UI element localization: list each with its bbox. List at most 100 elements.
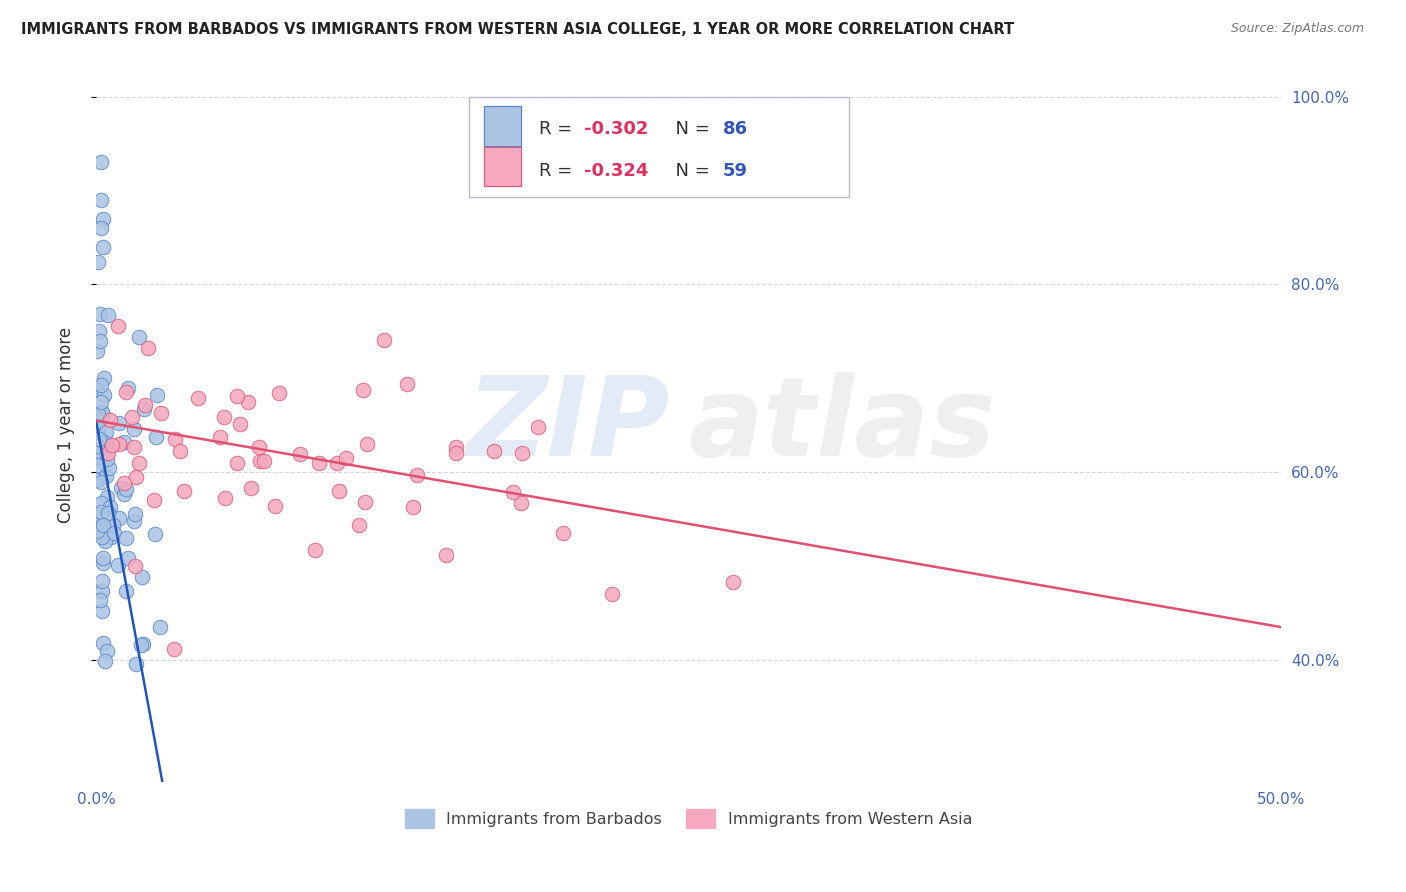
Text: 59: 59 [723,161,748,179]
Point [264,499,287,513]
Point [93,388,115,402]
Point [90,584,112,599]
Point [124,559,146,574]
Point [149,620,172,634]
Point [93,653,115,667]
Point [107,437,129,451]
Point [91,574,114,588]
Point [229,417,252,431]
Point [214,491,236,505]
Point [96,452,118,467]
Point [131,569,153,583]
Point [91,435,114,450]
Point [91,518,114,533]
Point [91,556,114,570]
Point [124,514,146,528]
Point [97,460,120,475]
Point [89,306,111,320]
Bar [484,106,522,145]
Point [352,383,374,397]
Point [100,530,122,544]
Point [89,508,111,522]
Point [115,482,138,496]
Point [87,421,110,435]
Point [226,389,249,403]
Point [90,395,112,409]
Point [103,525,125,540]
Point [87,428,110,442]
FancyBboxPatch shape [470,97,849,197]
Point [114,384,136,399]
Point [553,525,575,540]
Point [107,511,129,525]
Point [90,155,112,169]
Point [112,475,135,490]
Point [89,592,111,607]
Point [97,506,120,520]
Point [502,485,524,500]
Point [226,456,249,470]
Text: N =: N = [664,161,716,179]
Text: R =: R = [540,120,578,138]
Y-axis label: College, 1 year or more: College, 1 year or more [58,327,75,524]
Point [527,420,550,434]
Point [89,324,111,338]
Point [121,410,143,425]
Point [132,637,155,651]
Point [107,416,129,430]
Point [91,408,114,422]
Point [93,371,115,385]
Point [163,642,186,657]
Point [87,415,110,429]
Point [86,439,108,453]
Bar [484,147,522,186]
Point [114,583,136,598]
Point [86,510,108,524]
Point [90,193,112,207]
Point [328,484,350,499]
Point [288,447,311,461]
Point [354,495,377,509]
Point [97,446,120,460]
Point [308,456,330,470]
Point [107,319,129,334]
Point [90,529,112,543]
Point [402,500,425,514]
Point [86,458,108,472]
Point [90,475,112,490]
Point [100,438,122,452]
Point [326,456,349,470]
Point [600,587,623,601]
Text: N =: N = [664,120,716,138]
Point [163,433,186,447]
Text: atlas: atlas [689,372,995,479]
Point [117,550,139,565]
Point [406,468,429,483]
Point [90,505,112,519]
Point [212,410,235,425]
Point [444,446,467,460]
Point [90,377,112,392]
Point [125,657,148,672]
Point [356,437,378,451]
Point [304,543,326,558]
Point [249,440,271,454]
Text: -0.302: -0.302 [585,120,648,138]
Point [482,444,505,458]
Point [91,604,114,618]
Point [134,398,156,412]
Point [86,344,108,359]
Point [510,496,533,510]
Point [110,482,132,496]
Point [124,440,146,454]
Point [107,558,129,572]
Point [240,481,263,495]
Point [173,483,195,498]
Point [115,531,138,545]
Point [187,391,209,405]
Point [98,438,121,452]
Point [86,382,108,396]
Point [395,376,418,391]
Point [347,517,370,532]
Point [134,401,156,416]
